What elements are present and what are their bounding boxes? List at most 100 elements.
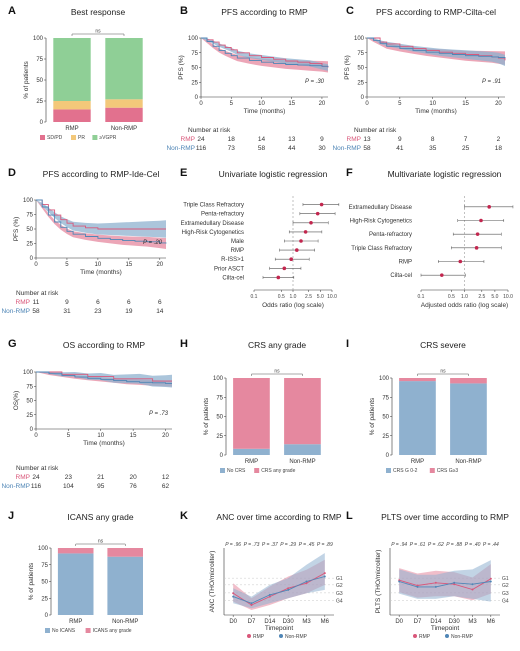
risk-row-label-G: RMP [16,474,30,481]
legend-label-J: ICANS any grade [93,628,132,634]
odds-ratio-point-F [440,273,444,277]
mean-point-L [416,585,419,588]
y-tick-label-A: 50 [36,78,43,84]
x-tick-label-D: 5 [65,262,69,268]
risk-count-B: 14 [258,136,266,143]
p-value-B: P = .30 [305,79,325,85]
risk-count-C: 18 [495,145,503,152]
risk-count-G: 95 [97,483,105,490]
panel-title-L: PLTS over time according to RMP [381,512,509,522]
y-axis-label-K: ANC (THO/microliter) [209,551,216,613]
risk-row-label-D: RMP [16,299,30,306]
y-tick-label-B: 50 [191,66,198,72]
x-tick-label-H: Non-RMP [289,459,315,465]
odds-ratio-point-E [295,248,299,252]
mean-point-L [453,581,456,584]
grade-label-L: G4 [502,598,509,604]
p-value-L: P = .44 [483,542,499,548]
forest-label-F: Cilta-cel [390,273,412,279]
panel-title-E: Univariate logistic regression [219,169,328,179]
odds-ratio-point-E [319,202,324,207]
odds-ratio-point-F [475,232,480,236]
bar-I-CRS G≥3 [450,378,487,384]
x-tick-label-K: M3 [302,619,311,625]
x-tick-label-B: 0 [199,101,203,107]
risk-header-C: Number at risk [354,127,397,134]
panel-letter-L: L [346,510,353,522]
legend-label-K: Non-RMP [285,634,308,640]
bar-H-No CRS [233,448,270,455]
ci-band-B-RMP [201,38,328,71]
risk-count-B: 24 [197,136,205,143]
grade-label-K: G1 [336,576,343,582]
risk-count-C: 2 [497,136,501,143]
risk-count-D: 6 [96,299,100,306]
x-tick-label-C: 10 [429,101,436,107]
ns-bracket-I [417,373,469,376]
legend-marker-K [247,634,251,638]
km-curve-C-Non-RMP [367,37,506,59]
x-axis-label-C: Time (months) [415,108,457,115]
x-tick-label-B: 20 [319,101,326,107]
legend-label-H: CRS any grade [261,468,295,474]
risk-count-B: 18 [228,136,236,143]
risk-count-G: 62 [162,483,170,490]
risk-count-C: 13 [363,136,371,143]
bar-H-No CRS [284,444,321,455]
legend-label-I: CRS G≥3 [437,468,459,474]
risk-count-G: 24 [32,474,40,481]
ns-label-I: ns [440,369,446,375]
x-tick-label-K: D14 [264,619,276,625]
x-tick-label-D: 20 [156,262,163,268]
y-tick-label-D: 25 [26,242,33,248]
risk-count-D: 9 [65,299,69,306]
mean-point-K [232,592,235,595]
y-tick-label-J: 25 [41,596,48,602]
risk-count-D: 23 [94,308,102,315]
mean-point-K [323,575,326,578]
y-tick-label-C: 25 [357,80,364,86]
x-axis-label-B: Time (months) [244,108,286,115]
legend-marker-K [279,634,283,638]
risk-row-label-D: Non-RMP [1,308,30,315]
grade-label-K: G2 [336,583,343,589]
panel-title-B: PFS according to RMP [221,7,308,17]
y-tick-label-C: 50 [357,66,364,72]
p-value-K: P = .73 [244,542,260,548]
risk-count-C: 9 [398,136,402,143]
p-value-L: P = .94 [391,542,407,548]
mean-point-L [471,588,474,591]
x-tick-label-F: 1.0 [461,294,468,300]
panel-letter-E: E [180,167,187,179]
risk-row-label-B: RMP [181,136,195,143]
x-tick-label-L: D0 [395,619,403,625]
x-axis-label-D: Time (months) [80,269,122,276]
y-tick-label-C: 0 [361,95,365,101]
risk-count-D: 31 [63,308,71,315]
x-tick-label-J: RMP [69,619,82,625]
ns-label-A: ns [95,29,101,35]
y-tick-label-G: 75 [26,384,33,390]
x-tick-label-F: 0.1 [418,294,425,300]
x-tick-label-D: 0 [34,262,38,268]
bar-A-SD/PD [53,109,91,122]
forest-label-E: Triple Class Refractory [183,203,244,209]
y-tick-label-J: 100 [38,546,49,552]
p-value-K: P = .89 [317,542,333,548]
risk-count-D: 11 [33,299,40,306]
mean-point-L [489,580,492,583]
risk-count-C: 8 [431,136,435,143]
p-value-L: P = .61 [410,542,426,548]
p-value-K: P = .45 [299,542,315,548]
x-axis-label-E: Odds ratio (log scale) [262,302,324,309]
y-tick-label-I: 0 [386,453,390,459]
legend-label-L: RMP [419,634,431,640]
mean-line-L-Non-RMP [399,581,491,588]
y-axis-label-D: PFS (%) [13,217,20,242]
ci-band-D-RMP [36,200,166,238]
mean-point-L [434,581,437,584]
risk-count-G: 12 [162,474,170,481]
forest-label-F: Penta-refractory [369,232,412,238]
legend-swatch-A [92,135,98,140]
panel-letter-C: C [346,5,354,17]
